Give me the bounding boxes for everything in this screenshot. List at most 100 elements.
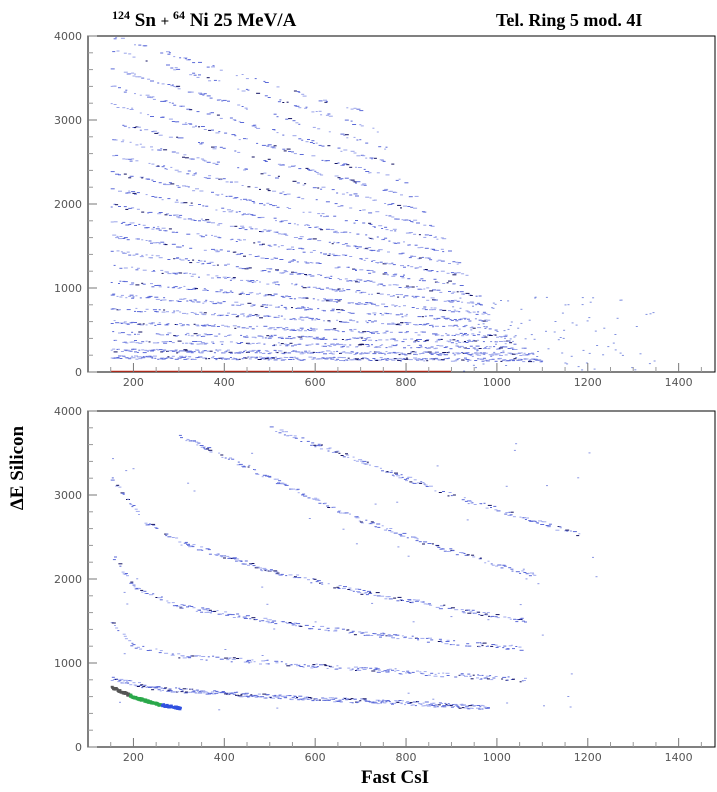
data-point — [419, 703, 423, 705]
data-point — [275, 220, 277, 222]
data-point — [417, 701, 420, 703]
data-point — [203, 357, 207, 359]
data-point — [191, 691, 196, 693]
data-point — [123, 679, 128, 681]
data-point — [515, 357, 518, 358]
data-point — [184, 122, 187, 124]
data-point — [305, 316, 309, 318]
data-point — [296, 182, 300, 184]
data-point — [187, 324, 190, 326]
data-point — [363, 634, 366, 636]
data-point — [152, 342, 156, 344]
data-point — [423, 483, 426, 485]
data-point — [299, 666, 304, 667]
data-point — [227, 312, 230, 314]
data-point — [510, 347, 514, 349]
isotope-band — [112, 50, 379, 133]
data-point — [371, 344, 373, 346]
data-point — [517, 327, 520, 329]
data-point — [205, 289, 208, 291]
data-point — [221, 691, 225, 692]
data-point — [125, 158, 129, 160]
data-point — [213, 690, 217, 692]
data-point — [276, 206, 280, 208]
data-point — [215, 691, 218, 692]
data-point — [175, 687, 178, 689]
data-point — [404, 358, 409, 360]
data-point — [269, 336, 274, 338]
data-point — [360, 358, 364, 360]
data-point — [401, 219, 404, 221]
data-point — [400, 207, 402, 209]
data-point — [201, 656, 206, 657]
data-point — [360, 337, 363, 339]
data-point — [124, 573, 128, 574]
data-point — [364, 700, 367, 702]
data-point — [465, 292, 470, 294]
data-point — [267, 622, 272, 624]
data-point — [116, 107, 120, 108]
data-point — [412, 599, 416, 601]
data-point — [371, 158, 373, 160]
data-point — [115, 339, 118, 341]
data-point — [436, 353, 440, 355]
data-point — [132, 584, 136, 586]
data-point — [401, 322, 404, 324]
data-point — [285, 337, 290, 339]
data-point — [125, 470, 128, 472]
data-point — [528, 520, 532, 522]
data-point — [503, 335, 508, 337]
data-point — [205, 177, 208, 179]
data-point — [299, 359, 304, 361]
data-point — [403, 338, 407, 340]
data-point — [372, 312, 377, 314]
data-point — [165, 703, 169, 706]
data-point — [386, 471, 389, 473]
data-point — [218, 302, 223, 304]
data-point — [120, 355, 123, 357]
data-point — [236, 613, 240, 615]
data-point — [588, 452, 591, 454]
data-point — [369, 522, 372, 524]
data-point — [183, 358, 188, 360]
data-point — [353, 698, 357, 700]
data-point — [408, 637, 413, 639]
data-point — [442, 238, 447, 240]
data-point — [482, 320, 486, 322]
data-point — [138, 331, 143, 333]
data-point — [492, 307, 495, 309]
data-point — [203, 220, 207, 222]
data-point — [359, 269, 364, 271]
data-point — [440, 640, 442, 642]
data-point — [362, 590, 366, 591]
data-point — [189, 342, 193, 344]
data-point — [353, 107, 357, 109]
data-point — [355, 543, 358, 545]
data-point — [177, 137, 181, 139]
data-point — [432, 326, 434, 328]
data-point — [145, 254, 148, 256]
data-point — [384, 354, 387, 356]
data-point — [279, 698, 282, 700]
data-point — [224, 325, 229, 327]
data-point — [424, 347, 427, 349]
data-point — [134, 355, 138, 357]
data-point — [164, 357, 168, 359]
data-point — [266, 659, 269, 661]
data-point — [224, 555, 227, 557]
data-point — [209, 112, 212, 114]
data-point — [272, 327, 276, 329]
data-point — [208, 262, 212, 264]
data-point — [174, 691, 178, 693]
data-point — [240, 351, 243, 353]
data-point — [216, 114, 220, 116]
data-point — [155, 348, 158, 350]
data-point — [132, 192, 137, 194]
data-point — [333, 231, 337, 233]
data-point — [470, 704, 474, 706]
data-point — [206, 323, 209, 325]
data-point — [282, 191, 285, 193]
data-point — [458, 262, 462, 264]
data-point — [160, 269, 164, 271]
data-point — [203, 301, 207, 303]
